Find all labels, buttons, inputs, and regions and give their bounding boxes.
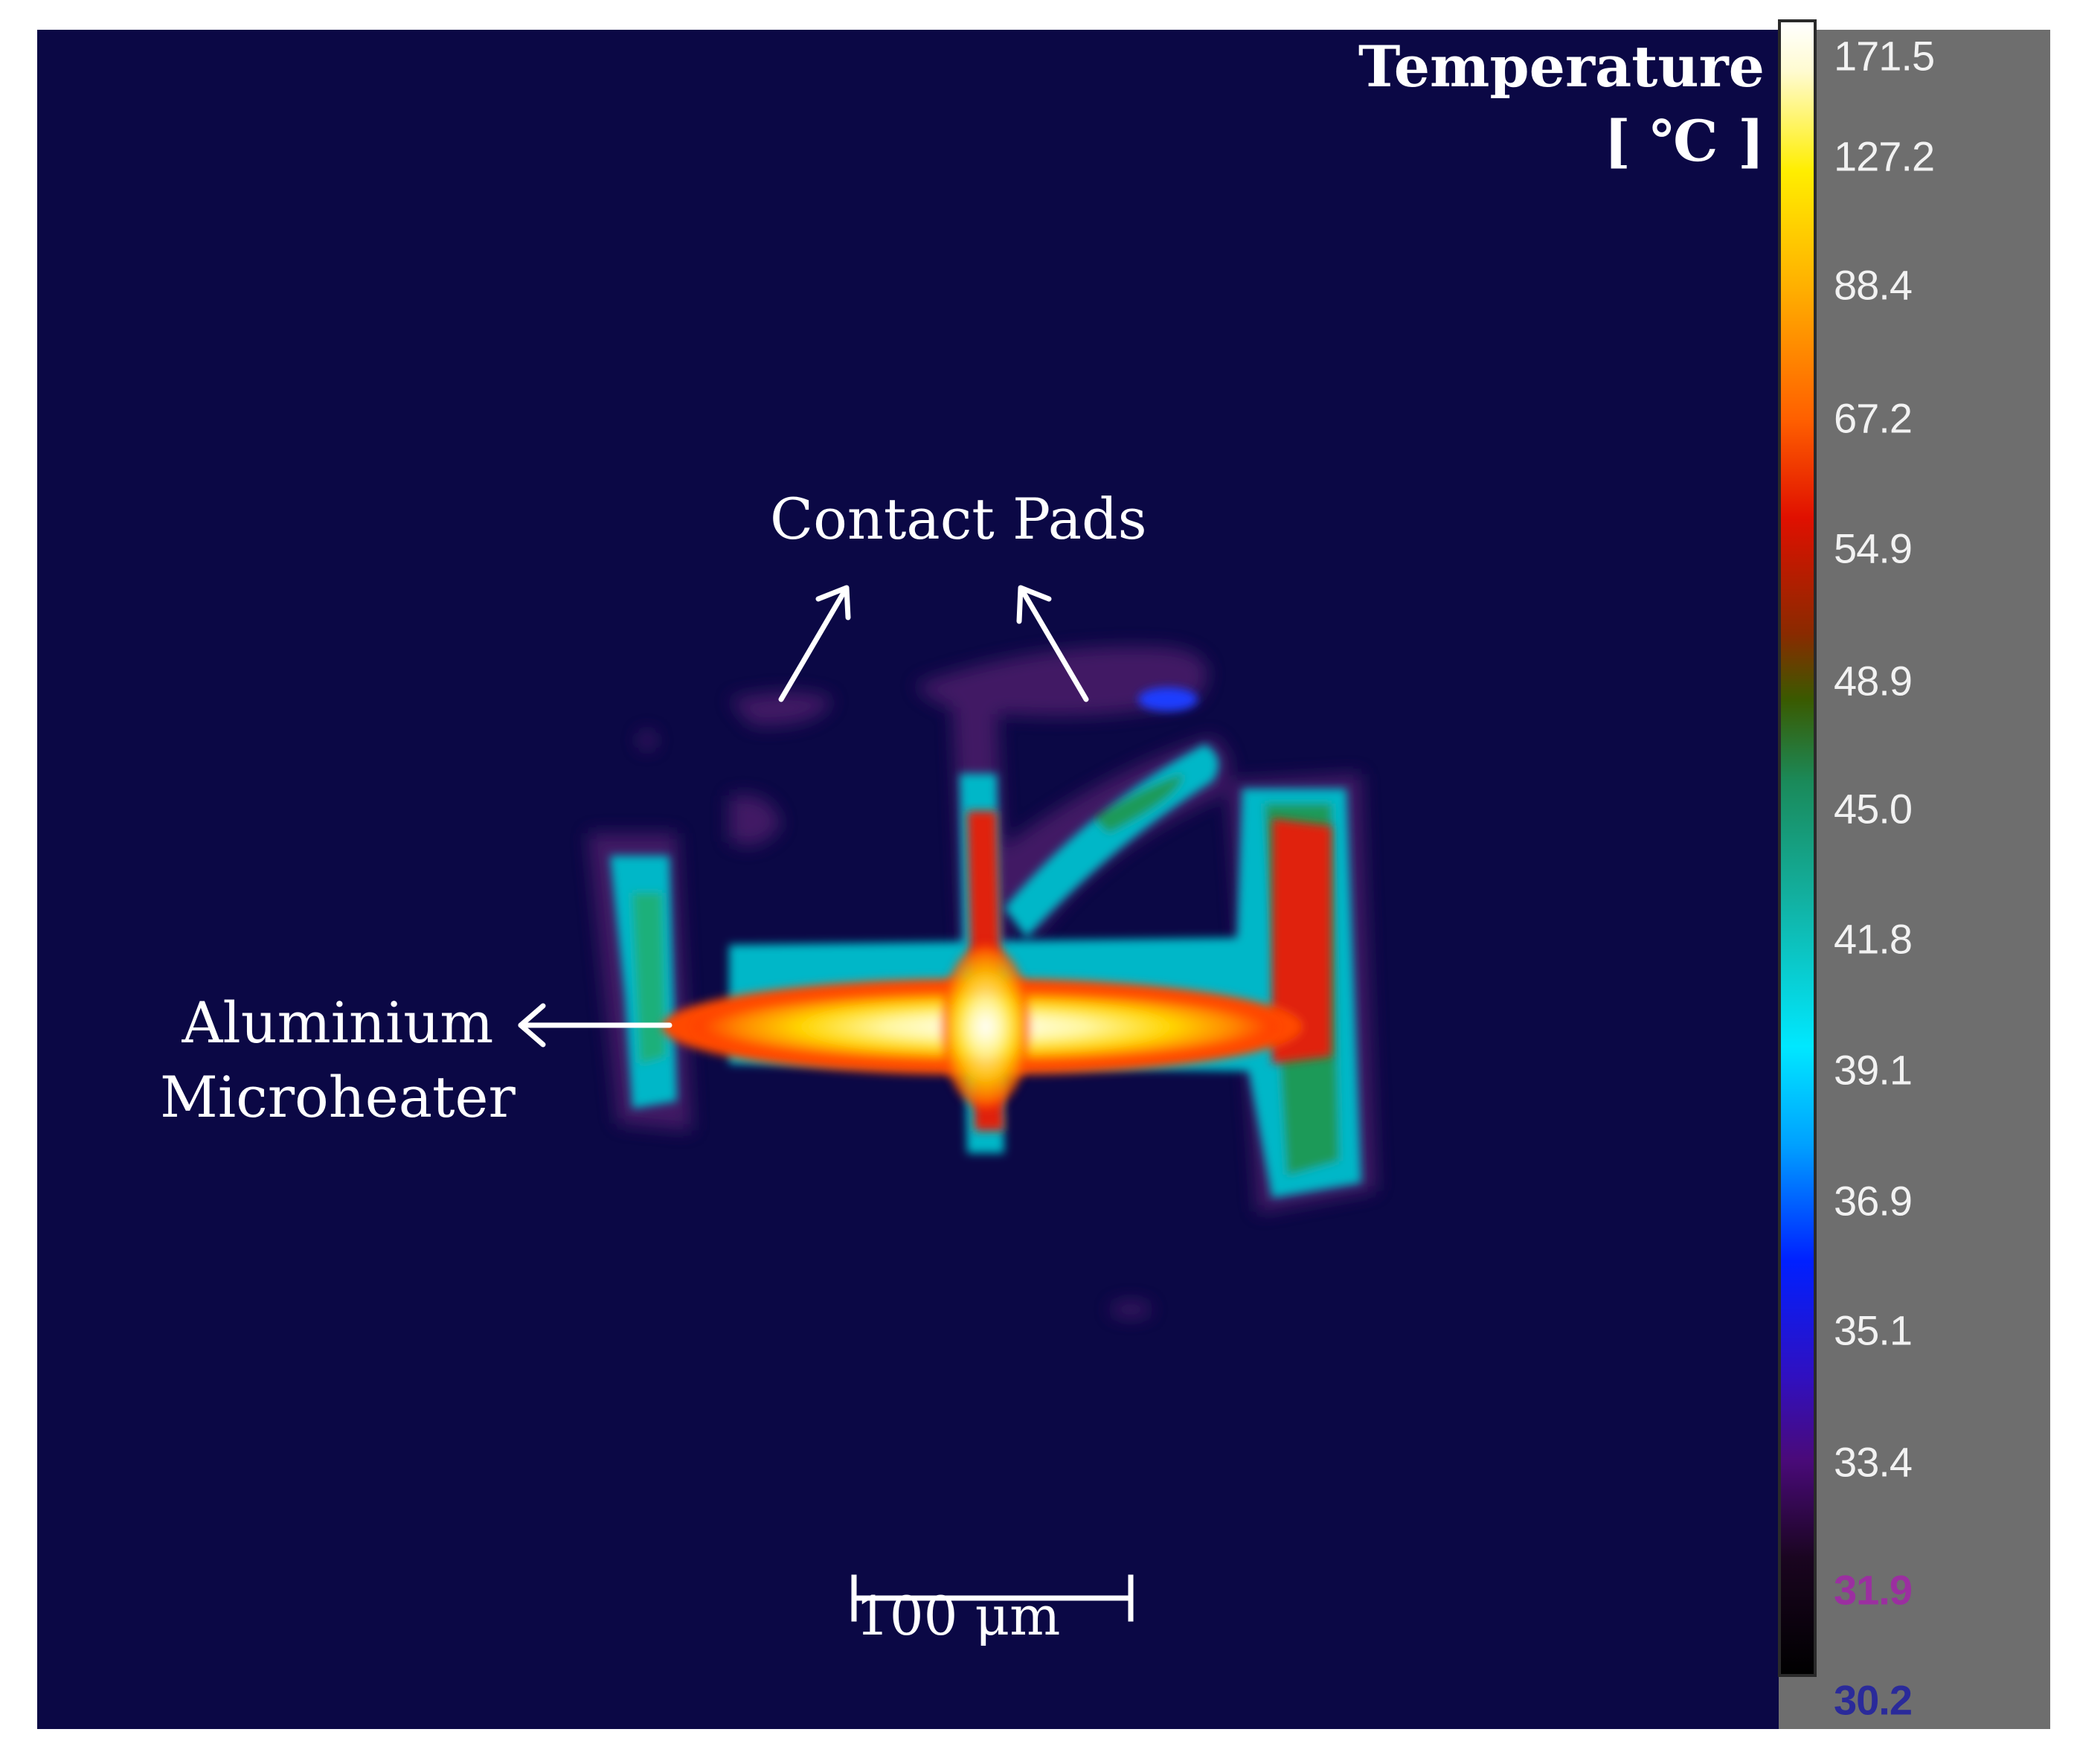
legend-title-line1: Temperature — [1358, 33, 1765, 100]
tick-label: 48.9 — [1834, 657, 1913, 705]
thermal-image — [518, 585, 1376, 1622]
microheater-label-line1: Aluminium — [182, 990, 494, 1056]
annotation-arrows — [518, 585, 1089, 1048]
arrow-contact-pad-right — [1020, 588, 1089, 702]
microheater-hotspot — [696, 945, 1276, 1109]
arrowhead-microheater — [518, 1003, 546, 1048]
scale-bar — [851, 1574, 1134, 1622]
tick-label: 35.1 — [1834, 1306, 1913, 1354]
scale-bar-label: 100 μm — [855, 1585, 1061, 1647]
tick-label: 171.5 — [1834, 32, 1935, 80]
microheater-label: Aluminium Microheater — [160, 986, 516, 1135]
tick-label: 33.4 — [1834, 1438, 1913, 1486]
tick-label-second-min: 31.9 — [1834, 1566, 1913, 1614]
tick-label: 45.0 — [1834, 785, 1913, 833]
thermal-image-frame — [37, 30, 2050, 1729]
microheater-label-line2: Microheater — [160, 1064, 516, 1130]
arrowhead-left — [815, 585, 851, 620]
contact-pads-label: Contact Pads — [770, 486, 1147, 552]
tick-label: 127.2 — [1834, 132, 1935, 180]
tick-label: 39.1 — [1834, 1046, 1913, 1094]
tick-label-min: 30.2 — [1834, 1676, 1913, 1724]
arrowhead-right — [1016, 585, 1052, 624]
tick-label: 67.2 — [1834, 394, 1913, 442]
tick-label: 88.4 — [1834, 261, 1913, 309]
tick-label: 54.9 — [1834, 525, 1913, 572]
tick-label: 41.8 — [1834, 915, 1913, 963]
tick-label: 36.9 — [1834, 1177, 1913, 1225]
colorbar-panel — [1779, 30, 2050, 1729]
legend-title-unit: [ ℃ ] — [1604, 108, 1765, 174]
colorbar — [1778, 19, 1817, 1677]
arrow-contact-pad-left — [778, 588, 847, 702]
legend-title: Temperature [ ℃ ] — [1358, 30, 1765, 179]
